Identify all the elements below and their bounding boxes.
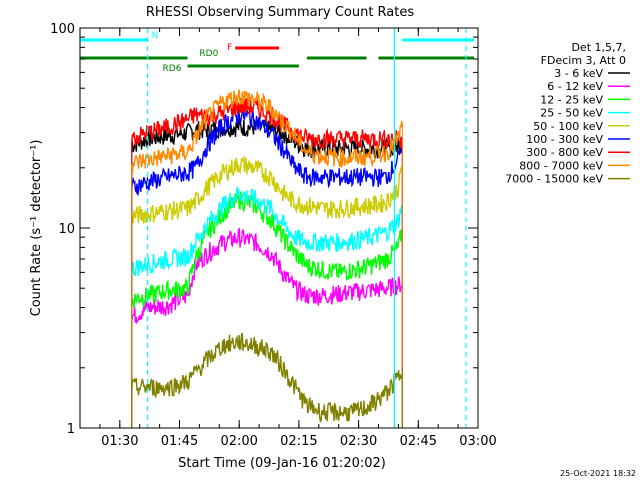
series-line [131,89,404,173]
flag-3: RD6 [163,64,299,74]
legend-label-4: 50 - 100 keV [533,120,603,133]
legend-label-3: 25 - 50 keV [540,107,603,120]
y-axis-label: Count Rate (s⁻¹ detector⁻¹) [29,140,44,317]
series-line [131,106,404,196]
flag-layer: N F RD0 RD6 [80,31,475,74]
x-tick-label: 02:15 [280,434,317,449]
flag-2: RD0 [80,49,475,60]
series-8 [131,332,403,428]
footer-timestamp: 25-Oct-2021 18:32 [560,469,636,478]
x-tick-label: 02:45 [400,434,437,449]
y-tick-label: 1 [67,422,75,437]
series-line [131,155,404,224]
series-line [131,332,403,423]
x-tick-label: 03:00 [459,434,496,449]
x-axis-label: Start Time (09-Jan-16 01:20:02) [178,456,386,471]
axis-layer: 01:30 01:45 02:00 02:15 02:30 02:45 03:00 1 10 10… [50,22,497,449]
series-line [131,191,404,309]
flag-label: N [152,31,159,41]
flag-label: F [227,43,232,53]
x-tick-label: 01:45 [161,434,198,449]
x-tick-label: 01:30 [101,434,138,449]
legend-label-7: 800 - 7000 keV [519,159,603,172]
series-line [131,227,404,325]
flag-1: F [227,43,279,53]
series-layer [131,89,404,428]
chart-title: RHESSI Observing Summary Count Rates [146,5,415,20]
legend-label-0: 3 - 6 keV [554,67,603,80]
legend-header-line-2: FDecim 3, Att 0 [541,54,626,67]
x-tick-label: 02:30 [340,434,377,449]
y-tick-label: 100 [50,22,75,37]
flag-label: RD0 [199,49,218,59]
legend-label-6: 300 - 800 keV [526,146,603,159]
legend-label-5: 100 - 300 keV [526,133,603,146]
legend-header-line-1: Det 1,5,7, [571,41,626,54]
flag-label: RD6 [163,64,182,74]
x-tick-label: 02:00 [220,434,257,449]
y-tick-label: 10 [58,222,75,237]
flag-0: N [80,31,475,42]
legend-label-1: 6 - 12 keV [547,80,603,93]
legend-label-2: 12 - 25 keV [540,93,603,106]
series-line [131,187,404,277]
legend-label-8: 7000 - 15000 keV [505,173,603,186]
